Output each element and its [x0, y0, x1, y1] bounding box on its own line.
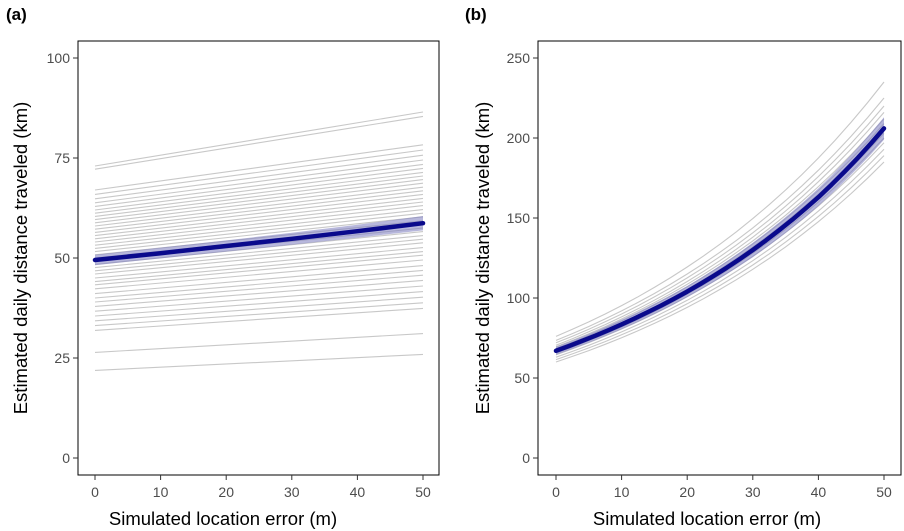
individual-line	[94, 259, 424, 290]
y-tick-label: 50	[514, 370, 530, 386]
x-tick-label: 20	[218, 484, 234, 500]
individual-line	[94, 163, 424, 207]
individual-line	[94, 274, 424, 303]
individual-line	[555, 112, 885, 346]
individual-line	[94, 154, 424, 200]
panel-a-mean-line	[92, 220, 426, 263]
x-tick-label: 30	[745, 484, 761, 500]
individual-line	[94, 179, 424, 221]
individual-line	[94, 235, 424, 269]
individual-line	[94, 265, 424, 295]
individual-line	[94, 291, 424, 317]
panel-a: (a) 0 25 50 75 100 0 10 20 30 40 50 Simulated loc…	[6, 5, 440, 529]
individual-line	[555, 123, 885, 349]
individual-line	[94, 171, 424, 214]
panel-a-label: (a)	[6, 5, 27, 24]
individual-line	[94, 285, 424, 312]
individual-line	[94, 186, 424, 227]
individual-line	[94, 247, 424, 279]
panel-a-x-ticks: 0 10 20 30 40 50	[91, 475, 431, 500]
x-tick-label: 40	[811, 484, 827, 500]
panel-b-x-ticks: 0 10 20 30 40 50	[552, 475, 892, 500]
y-tick-label: 150	[507, 210, 531, 226]
individual-line	[94, 279, 424, 307]
individual-line	[94, 212, 424, 249]
individual-line	[555, 137, 885, 354]
individual-line	[94, 159, 424, 204]
individual-line	[94, 115, 424, 170]
individual-line	[555, 81, 885, 337]
individual-line	[555, 148, 885, 358]
x-tick-label: 10	[153, 484, 169, 500]
x-tick-label: 0	[91, 484, 99, 500]
individual-line	[94, 238, 424, 272]
individual-line	[555, 105, 885, 344]
individual-line	[94, 209, 424, 246]
panel-a-x-axis-title: Simulated location error (m)	[109, 508, 337, 529]
individual-line	[94, 197, 424, 237]
panel-b-mean-line	[553, 126, 887, 354]
panel-b-x-axis-title: Simulated location error (m)	[593, 508, 821, 529]
individual-line	[94, 175, 424, 217]
panel-a-y-ticks: 0 25 50 75 100	[47, 50, 78, 466]
individual-line	[555, 118, 885, 348]
individual-line	[94, 353, 424, 371]
x-tick-label: 20	[679, 484, 695, 500]
individual-line	[94, 242, 424, 275]
individual-line	[94, 251, 424, 283]
individual-line	[94, 144, 424, 191]
y-tick-label: 100	[47, 50, 71, 66]
panel-b: (b) 0 50 100 150 200 250 0 10 20 30 40 50 Simulate…	[465, 5, 902, 529]
panel-a-y-axis-title: Estimated daily distance traveled (km)	[10, 102, 31, 415]
individual-line	[94, 296, 424, 322]
panel-b-y-axis-title: Estimated daily distance traveled (km)	[472, 102, 493, 415]
y-tick-label: 200	[507, 130, 531, 146]
x-tick-label: 10	[614, 484, 630, 500]
panel-b-label: (b)	[465, 5, 487, 24]
individual-line	[94, 182, 424, 224]
individual-line	[94, 254, 424, 286]
individual-line	[94, 190, 424, 230]
x-tick-label: 50	[415, 484, 431, 500]
y-tick-label: 250	[507, 50, 531, 66]
y-tick-label: 25	[54, 350, 70, 366]
individual-line	[94, 302, 424, 327]
x-tick-label: 0	[552, 484, 560, 500]
individual-line	[555, 97, 885, 341]
x-tick-label: 50	[876, 484, 892, 500]
individual-line	[94, 201, 424, 240]
x-tick-label: 30	[284, 484, 300, 500]
individual-line	[94, 193, 424, 233]
panel-b-y-ticks: 0 50 100 150 200 250	[507, 50, 538, 466]
individual-line	[94, 333, 424, 353]
individual-line	[94, 216, 424, 253]
x-tick-label: 40	[350, 484, 366, 500]
panel-b-individual-lines	[555, 81, 885, 363]
y-tick-label: 50	[54, 250, 70, 266]
panel-b-frame	[537, 40, 902, 476]
individual-line	[555, 161, 885, 363]
individual-line	[555, 128, 885, 351]
y-tick-label: 0	[62, 450, 70, 466]
individual-line	[94, 269, 424, 299]
y-tick-label: 0	[522, 450, 530, 466]
individual-line	[94, 205, 424, 243]
y-tick-label: 100	[507, 290, 531, 306]
individual-line	[94, 307, 424, 331]
y-tick-label: 75	[54, 150, 70, 166]
individual-line	[94, 167, 424, 211]
individual-line	[555, 155, 885, 361]
individual-line	[94, 149, 424, 195]
individual-line	[94, 111, 424, 167]
